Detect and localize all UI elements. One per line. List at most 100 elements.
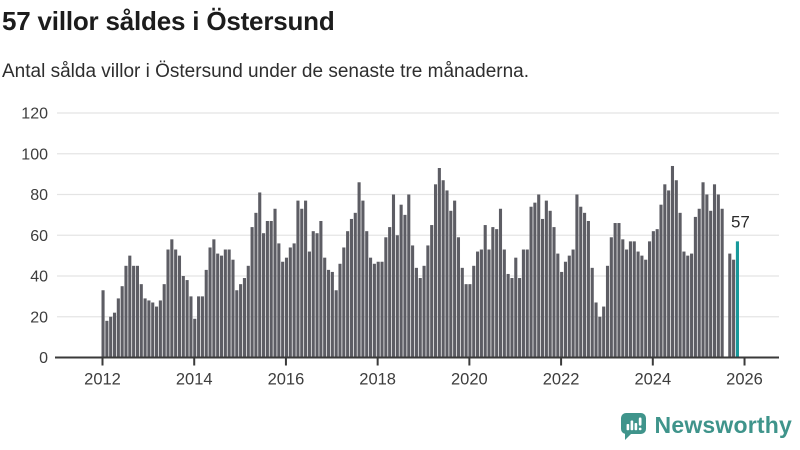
bar <box>411 245 415 358</box>
bar <box>418 278 422 358</box>
bar <box>498 208 503 358</box>
bar <box>357 182 361 358</box>
bar <box>682 251 686 358</box>
bar <box>204 269 208 358</box>
bar <box>235 290 239 358</box>
bar <box>732 259 736 358</box>
bar <box>135 265 139 358</box>
x-axis-tick-label: 2022 <box>543 371 580 389</box>
bar <box>491 227 495 358</box>
bar <box>231 259 235 358</box>
bar <box>663 184 667 358</box>
bar <box>143 298 147 358</box>
bar <box>391 194 396 358</box>
bar <box>277 243 281 358</box>
bar <box>556 253 560 358</box>
bar <box>281 261 285 358</box>
y-axis-tick-label: 100 <box>21 146 48 163</box>
bar <box>537 194 541 358</box>
bar <box>262 233 266 358</box>
bar <box>433 184 438 358</box>
x-axis-tick-label: 2016 <box>268 371 305 389</box>
bar <box>697 208 701 358</box>
y-axis-tick-label: 20 <box>30 309 48 326</box>
bar <box>602 306 606 358</box>
bar <box>292 243 296 358</box>
bar <box>544 200 548 358</box>
bar <box>716 194 720 358</box>
bar <box>487 249 491 358</box>
bar <box>560 271 564 358</box>
bar <box>177 255 182 358</box>
bar <box>651 231 655 358</box>
bar <box>640 255 644 358</box>
bar <box>128 255 132 358</box>
bar <box>242 278 246 358</box>
bar <box>200 296 204 358</box>
bar <box>636 251 640 358</box>
y-axis-tick-label: 40 <box>30 269 48 286</box>
bar <box>521 249 525 358</box>
bar <box>155 306 159 358</box>
bar <box>690 253 694 358</box>
bar <box>594 302 598 358</box>
y-axis-tick-label: 0 <box>39 350 48 367</box>
newsworthy-logo: Newsworthy <box>619 410 792 441</box>
bar <box>590 267 594 358</box>
page-title: 57 villor såldes i Östersund <box>2 6 335 36</box>
bar <box>273 208 277 358</box>
bar <box>384 237 388 358</box>
bar <box>288 247 292 358</box>
bar <box>403 214 407 358</box>
brand-name: Newsworthy <box>654 412 792 438</box>
bar <box>575 194 579 358</box>
bar <box>353 212 357 358</box>
bar <box>101 290 105 358</box>
bar <box>414 267 418 358</box>
bar <box>269 220 273 358</box>
bar <box>518 278 522 358</box>
bar <box>701 182 705 358</box>
bar <box>112 312 117 358</box>
bar <box>720 208 724 358</box>
bar <box>563 261 568 358</box>
bar <box>369 257 373 358</box>
bar <box>571 249 575 358</box>
bar <box>567 255 571 358</box>
bar <box>330 271 334 358</box>
bar <box>170 239 174 358</box>
bar <box>617 223 621 358</box>
bar <box>422 265 426 358</box>
bar <box>709 210 713 358</box>
x-axis-tick-label: 2020 <box>451 371 488 389</box>
bar <box>116 298 120 358</box>
bar <box>426 245 430 358</box>
bar <box>265 220 269 358</box>
bar <box>609 237 613 358</box>
bar <box>514 257 518 358</box>
bar <box>162 284 166 358</box>
chart-subtitle: Antal sålda villor i Östersund under de … <box>2 61 530 82</box>
bar <box>525 249 529 358</box>
bar <box>158 300 162 358</box>
bar <box>208 247 212 358</box>
bar <box>533 202 537 358</box>
latest-value-label: 57 <box>731 212 750 231</box>
y-axis-tick-label: 80 <box>30 187 48 204</box>
bar <box>502 249 506 358</box>
bar <box>124 265 128 358</box>
bar <box>239 284 243 358</box>
bar <box>300 208 304 358</box>
bar <box>399 204 403 358</box>
y-axis-tick-label: 120 <box>21 106 48 123</box>
bar <box>647 241 652 358</box>
bar <box>728 253 732 358</box>
bar <box>453 200 457 358</box>
bar <box>326 269 331 358</box>
bar <box>219 255 224 358</box>
bar <box>548 210 552 358</box>
x-axis-tick-label: 2024 <box>634 371 671 389</box>
bar <box>189 296 193 358</box>
bar <box>296 200 300 358</box>
